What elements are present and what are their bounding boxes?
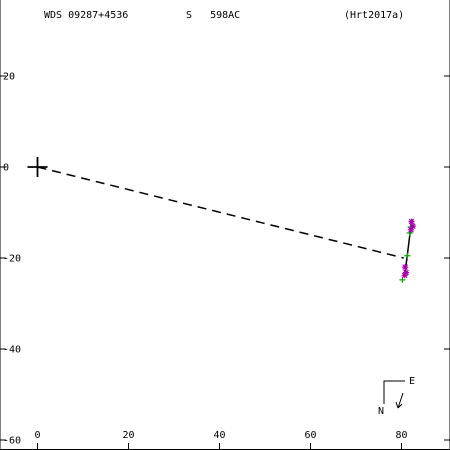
observation-asterisk-point xyxy=(401,272,408,279)
observation-asterisk-point xyxy=(402,264,409,271)
y-tick-label: -20 xyxy=(3,254,21,265)
primary-star-marker xyxy=(27,157,48,177)
observation-plus-point xyxy=(399,276,406,283)
x-tick-label: 0 xyxy=(34,430,40,441)
observation-asterisk-point xyxy=(403,269,410,276)
y-tick-label: 0 xyxy=(3,163,9,174)
discoverer-code: S 598AC xyxy=(186,10,241,21)
observation-plus-point xyxy=(404,252,411,259)
y-tick-label: -60 xyxy=(3,436,21,447)
compass-frame xyxy=(383,380,405,404)
compass: N E xyxy=(378,376,415,417)
separation-line xyxy=(37,166,404,259)
y-tick-label: 20 xyxy=(3,72,15,83)
compass-east-label: E xyxy=(409,376,415,387)
observation-asterisk-point xyxy=(409,223,416,230)
compass-north-label: N xyxy=(378,406,384,417)
y-tick-label: -40 xyxy=(3,345,21,356)
wds-id: WDS 09287+4536 xyxy=(44,10,129,21)
x-tick-label: 40 xyxy=(213,430,225,441)
chart-marks xyxy=(27,157,416,283)
observation-asterisk-point xyxy=(408,226,415,233)
compass-motion-arrow-icon xyxy=(395,392,404,409)
orbit-reference: (Hrt2017a) xyxy=(344,10,405,21)
x-tick-label: 20 xyxy=(122,430,134,441)
x-tick-label: 80 xyxy=(395,430,407,441)
observation-asterisk-point xyxy=(408,218,415,225)
x-tick-label: 60 xyxy=(304,430,316,441)
